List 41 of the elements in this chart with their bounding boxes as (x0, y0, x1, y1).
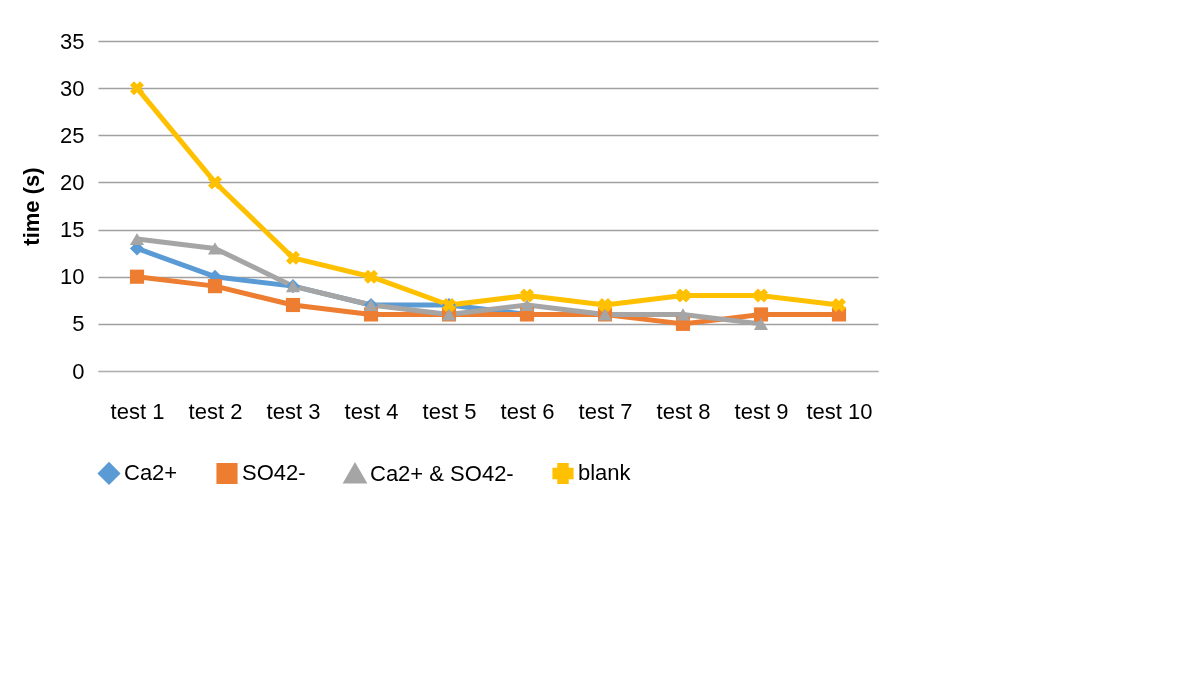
point (285, 297, 301, 313)
point (364, 269, 378, 284)
x-tick-label: test 9 (734, 398, 789, 424)
point (520, 288, 534, 303)
point (598, 298, 612, 312)
point (753, 317, 769, 330)
y-tick-label: 5 (72, 311, 85, 337)
y-tick-label: 0 (72, 358, 85, 384)
point (832, 298, 846, 312)
point (675, 308, 691, 321)
legend-label: SO42- (242, 460, 306, 486)
x-tick-label: test 10 (806, 398, 873, 424)
x-tick-label: test 7 (578, 398, 633, 424)
x-tick-label: test 8 (656, 398, 711, 424)
x-tick-label: test 2 (188, 398, 243, 424)
y-tick-label: 35 (60, 28, 85, 54)
y-tick-label: 15 (60, 217, 85, 243)
y-tick-label: 25 (60, 122, 85, 148)
x-tick-label: test 4 (344, 398, 399, 424)
point (207, 242, 223, 255)
point (286, 250, 300, 265)
y-tick-label: 10 (60, 264, 85, 290)
y-tick-label: 20 (60, 169, 85, 195)
point (208, 175, 222, 190)
x-tick-label: test 6 (500, 398, 555, 424)
point (519, 298, 535, 312)
y-tick-label: 30 (60, 75, 85, 101)
point (676, 288, 690, 303)
legend-label: blank (578, 460, 632, 486)
legend-label: Ca2+ & SO42- (370, 461, 514, 487)
point (207, 279, 223, 294)
point (129, 232, 145, 246)
x-tick-label: test 3 (266, 398, 321, 424)
point (130, 81, 144, 96)
point (129, 269, 145, 284)
legend-label: Ca2+ (124, 460, 178, 486)
x-tick-label: test 5 (422, 398, 477, 424)
y-axis-title: time (s) (19, 167, 45, 246)
point (754, 288, 768, 303)
x-tick-label: test 1 (110, 398, 165, 424)
point (753, 307, 769, 322)
